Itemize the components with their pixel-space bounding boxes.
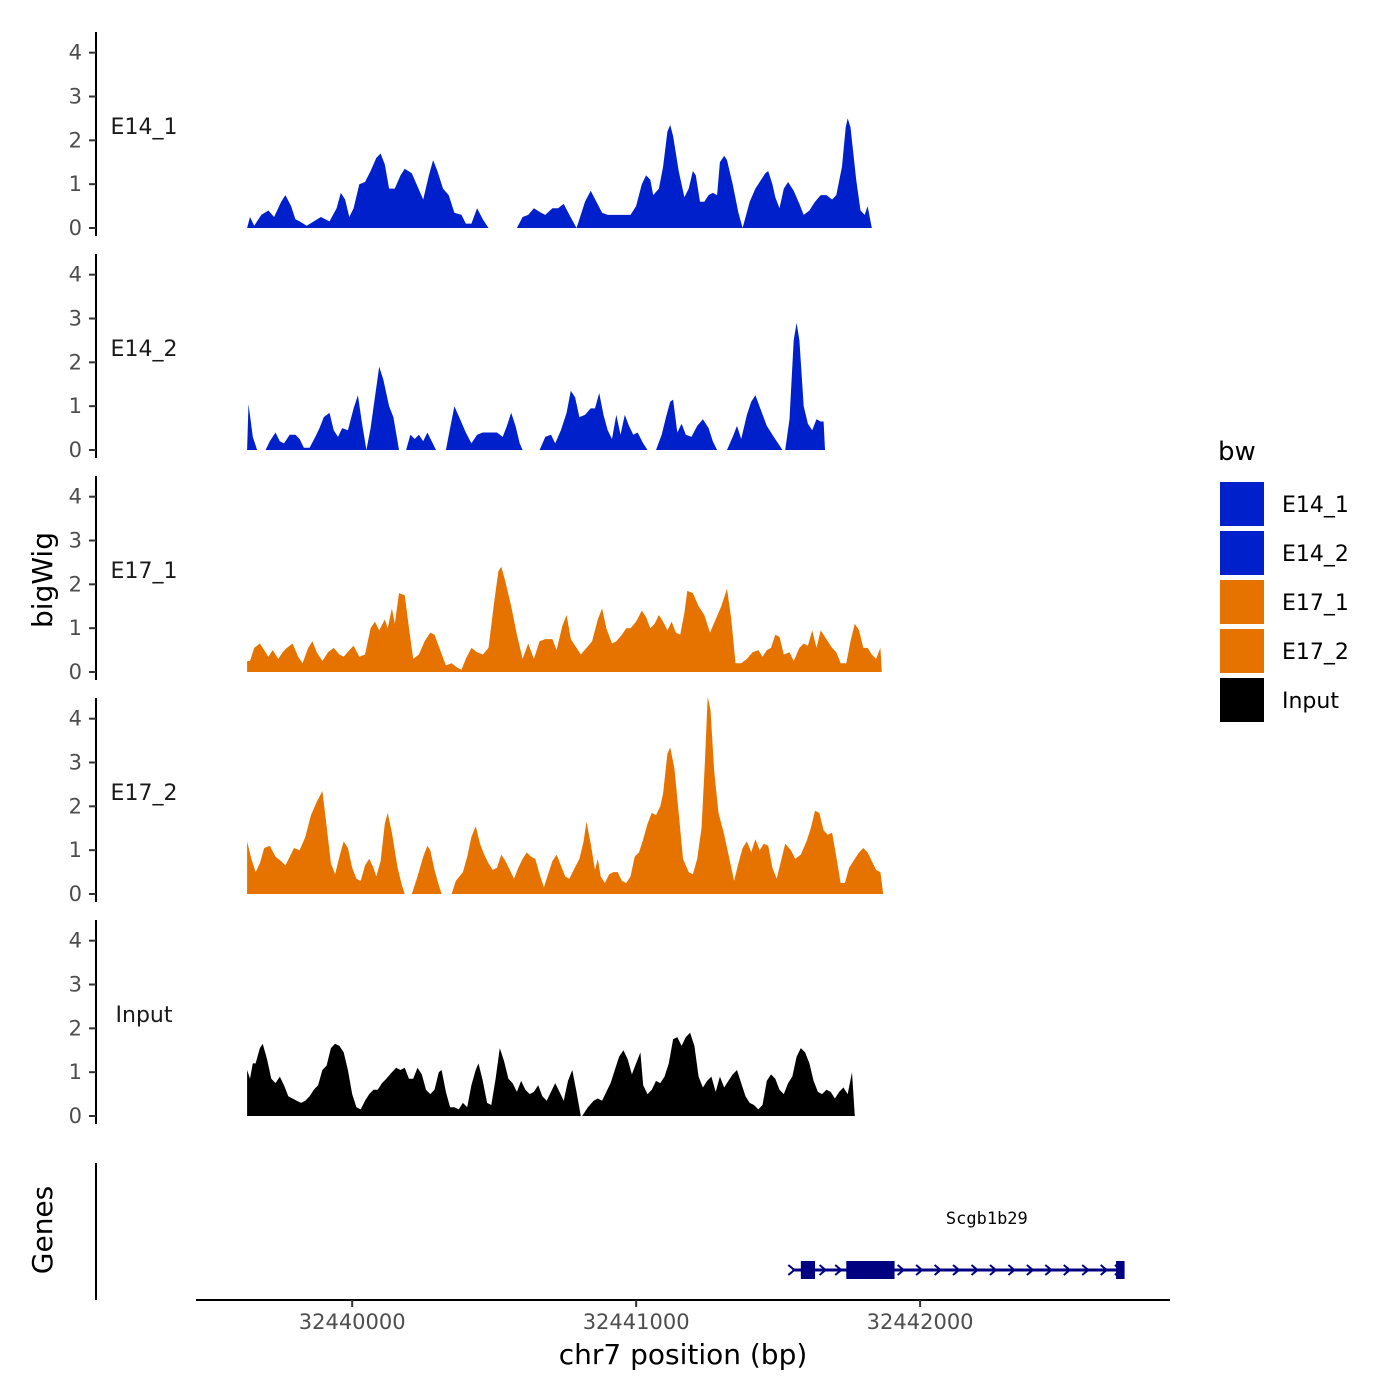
y-tick-label: 0 bbox=[69, 1104, 82, 1128]
panel-E17_2: 0 1 2 3 4 E17_2 bbox=[69, 696, 884, 906]
y-tick-label: 2 bbox=[69, 794, 82, 818]
strand-arrow bbox=[1007, 1264, 1016, 1276]
y-tick-label: 2 bbox=[69, 572, 82, 596]
legend-key-E14_2 bbox=[1220, 531, 1264, 575]
y-tick-label: 2 bbox=[69, 1016, 82, 1040]
strand-arrow bbox=[989, 1264, 998, 1276]
area-E17_2 bbox=[247, 791, 405, 894]
panel-E14_1: 0 1 2 3 4 E14_1 bbox=[69, 32, 872, 240]
x-axis: 32440000 32441000 32442000 bbox=[196, 1299, 1170, 1334]
gene-exon bbox=[1116, 1261, 1125, 1279]
y-tick-label: 3 bbox=[69, 529, 82, 553]
y-tick-label: 3 bbox=[69, 307, 82, 331]
area-E17_2 bbox=[411, 845, 442, 894]
gene-track: Genes Scgb1b29 bbox=[26, 1163, 1125, 1300]
y-tick-label: 4 bbox=[69, 263, 82, 287]
y-tick-label: 2 bbox=[69, 128, 82, 152]
legend-label-E14_1: E14_1 bbox=[1282, 493, 1349, 518]
strand-arrow bbox=[1100, 1264, 1109, 1276]
x-axis-title: chr7 position (bp) bbox=[559, 1338, 808, 1371]
strand-arrow bbox=[915, 1264, 924, 1276]
strand-arrow bbox=[1063, 1264, 1072, 1276]
strand-arrow bbox=[818, 1264, 828, 1276]
panel-E14_2: 0 1 2 3 4 E14_2 bbox=[69, 254, 825, 462]
panel-Input: 0 1 2 3 4 Input bbox=[69, 920, 855, 1128]
legend-key-E17_2 bbox=[1220, 629, 1264, 673]
strand-arrow bbox=[834, 1264, 843, 1276]
legend: bw E14_1 E14_2 E17_1 E17_2 Input bbox=[1218, 437, 1349, 722]
legend-title: bw bbox=[1218, 437, 1256, 467]
y-tick-label: 0 bbox=[69, 438, 82, 462]
area-E14_1 bbox=[247, 153, 489, 228]
area-E14_2 bbox=[727, 395, 783, 450]
panel-E17_1: 0 1 2 3 4 E17_1 bbox=[69, 476, 882, 684]
y-tick-label: 3 bbox=[69, 85, 82, 109]
strand-arrow bbox=[933, 1264, 943, 1276]
gene-exon bbox=[800, 1261, 816, 1279]
y-tick-label: 0 bbox=[69, 882, 82, 906]
area-E14_2 bbox=[247, 404, 258, 450]
area-E17_2 bbox=[451, 696, 884, 894]
area-E14_1 bbox=[516, 118, 872, 228]
x-tick-label: 32440000 bbox=[299, 1310, 406, 1334]
y-tick-label: 1 bbox=[69, 394, 82, 418]
track-label-E17_2: E17_2 bbox=[111, 781, 178, 806]
gene-name-label: Scgb1b29 bbox=[946, 1209, 1028, 1229]
track-panels: 0 1 2 3 4 E14_1 0 1 2 3 4 E14_2 0 1 2 3 4 E17_1 0 1 2 3 4 E17_2… bbox=[69, 32, 884, 1128]
gene-track-label: Genes bbox=[26, 1186, 59, 1274]
y-tick-label: 4 bbox=[69, 485, 82, 509]
x-tick-label: 32441000 bbox=[583, 1310, 690, 1334]
gene-exon bbox=[846, 1261, 895, 1279]
legend-label-Input: Input bbox=[1282, 689, 1339, 714]
area-E14_2 bbox=[406, 432, 436, 450]
x-tick-label: 32442000 bbox=[867, 1310, 974, 1334]
y-tick-label: 1 bbox=[69, 1060, 82, 1084]
y-axis-title: bigWig bbox=[26, 532, 59, 628]
area-E14_2 bbox=[539, 390, 648, 450]
track-label-E17_1: E17_1 bbox=[111, 559, 178, 584]
y-tick-label: 1 bbox=[69, 838, 82, 862]
area-Input bbox=[582, 1032, 855, 1116]
legend-key-E17_1 bbox=[1220, 580, 1264, 624]
area-E14_2 bbox=[785, 322, 825, 450]
strand-arrow bbox=[952, 1264, 961, 1276]
legend-label-E17_1: E17_1 bbox=[1282, 591, 1349, 616]
y-tick-label: 4 bbox=[69, 707, 82, 731]
strand-arrow bbox=[787, 1264, 796, 1276]
legend-label-E14_2: E14_2 bbox=[1282, 542, 1349, 567]
y-tick-label: 3 bbox=[69, 751, 82, 775]
legend-key-E14_1 bbox=[1220, 482, 1264, 526]
legend-key-Input bbox=[1220, 678, 1264, 722]
area-E14_2 bbox=[445, 406, 523, 450]
track-label-E14_2: E14_2 bbox=[111, 337, 178, 362]
area-E17_1 bbox=[247, 566, 882, 672]
y-tick-label: 2 bbox=[69, 350, 82, 374]
y-tick-label: 4 bbox=[69, 41, 82, 65]
y-tick-label: 0 bbox=[69, 660, 82, 684]
area-Input bbox=[247, 1043, 581, 1116]
y-tick-label: 3 bbox=[69, 973, 82, 997]
track-label-E14_1: E14_1 bbox=[111, 115, 178, 140]
y-tick-label: 1 bbox=[69, 172, 82, 196]
area-E14_2 bbox=[265, 366, 399, 450]
strand-arrow bbox=[1081, 1264, 1090, 1276]
strand-arrow bbox=[970, 1264, 980, 1276]
y-tick-label: 4 bbox=[69, 929, 82, 953]
strand-arrow bbox=[897, 1264, 906, 1276]
legend-label-E17_2: E17_2 bbox=[1282, 640, 1349, 665]
strand-arrow bbox=[1044, 1264, 1053, 1276]
area-E14_2 bbox=[656, 399, 718, 450]
track-label-Input: Input bbox=[116, 1003, 173, 1028]
y-tick-label: 1 bbox=[69, 616, 82, 640]
strand-arrow bbox=[1026, 1264, 1035, 1276]
gene-model bbox=[787, 1261, 1125, 1279]
y-tick-label: 0 bbox=[69, 216, 82, 240]
